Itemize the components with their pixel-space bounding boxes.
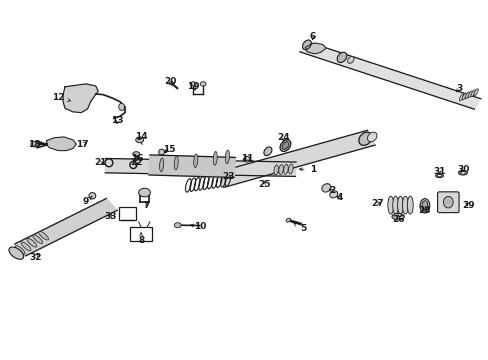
Polygon shape [105, 158, 295, 176]
Text: 11: 11 [240, 154, 253, 163]
Ellipse shape [213, 152, 217, 165]
Ellipse shape [397, 196, 403, 214]
Text: 24: 24 [277, 133, 289, 142]
Ellipse shape [461, 93, 466, 100]
Ellipse shape [89, 193, 96, 199]
Ellipse shape [159, 158, 163, 172]
Polygon shape [148, 155, 235, 177]
Ellipse shape [391, 213, 404, 220]
Text: 23: 23 [222, 172, 235, 181]
Ellipse shape [458, 94, 463, 101]
Text: 33: 33 [104, 212, 117, 221]
Ellipse shape [470, 90, 474, 96]
Circle shape [190, 82, 196, 86]
Text: 22: 22 [130, 158, 142, 167]
Ellipse shape [264, 147, 271, 156]
Text: 31: 31 [432, 167, 445, 176]
Ellipse shape [387, 196, 393, 214]
Text: 13: 13 [111, 116, 124, 125]
Ellipse shape [421, 201, 427, 211]
Ellipse shape [367, 132, 376, 142]
Ellipse shape [27, 238, 37, 247]
Ellipse shape [467, 91, 471, 98]
Circle shape [200, 82, 205, 86]
Ellipse shape [392, 196, 398, 214]
Ellipse shape [407, 196, 412, 214]
Ellipse shape [244, 156, 249, 162]
Text: 20: 20 [164, 77, 176, 86]
Text: 25: 25 [257, 180, 270, 189]
Ellipse shape [119, 103, 124, 111]
Circle shape [139, 188, 150, 197]
Text: 19: 19 [186, 82, 199, 91]
Text: 5: 5 [293, 224, 305, 233]
Ellipse shape [458, 171, 467, 175]
FancyBboxPatch shape [437, 192, 458, 213]
Polygon shape [305, 43, 326, 54]
Text: 7: 7 [143, 201, 150, 210]
Text: 17: 17 [76, 140, 89, 149]
Ellipse shape [158, 149, 164, 155]
Polygon shape [63, 84, 98, 113]
Text: 21: 21 [94, 158, 107, 167]
Text: 12: 12 [52, 93, 70, 102]
Ellipse shape [288, 164, 292, 174]
Ellipse shape [435, 174, 443, 177]
Ellipse shape [337, 52, 346, 63]
Text: 16: 16 [131, 154, 143, 163]
Ellipse shape [280, 140, 290, 152]
Ellipse shape [15, 246, 25, 254]
Ellipse shape [174, 156, 178, 170]
Ellipse shape [9, 247, 23, 259]
Circle shape [136, 137, 143, 143]
Ellipse shape [321, 184, 330, 192]
Text: 3: 3 [455, 84, 461, 93]
Ellipse shape [225, 150, 229, 163]
Ellipse shape [193, 154, 197, 167]
Ellipse shape [282, 142, 288, 149]
Text: 9: 9 [82, 197, 92, 206]
Ellipse shape [347, 57, 353, 63]
Ellipse shape [21, 242, 31, 251]
Text: 14: 14 [135, 132, 147, 141]
Text: 30: 30 [457, 165, 469, 174]
Text: 27: 27 [370, 199, 383, 208]
Text: 4: 4 [336, 193, 342, 202]
Text: 29: 29 [462, 201, 474, 210]
Ellipse shape [358, 132, 371, 145]
Ellipse shape [329, 191, 337, 198]
Polygon shape [46, 137, 76, 150]
Ellipse shape [283, 164, 287, 174]
Ellipse shape [402, 196, 407, 214]
Text: 10: 10 [190, 222, 206, 231]
Text: 1: 1 [299, 165, 315, 174]
Circle shape [133, 152, 140, 157]
Circle shape [31, 141, 39, 147]
Ellipse shape [278, 165, 283, 175]
Ellipse shape [460, 172, 465, 174]
Ellipse shape [302, 40, 311, 50]
Text: 8: 8 [138, 233, 144, 246]
Ellipse shape [39, 231, 48, 240]
Ellipse shape [419, 199, 429, 213]
Text: 6: 6 [309, 32, 315, 41]
Ellipse shape [443, 197, 452, 208]
Ellipse shape [273, 165, 278, 175]
Text: 18: 18 [27, 140, 43, 149]
Ellipse shape [285, 218, 290, 222]
Text: 2: 2 [328, 186, 335, 195]
Polygon shape [299, 41, 480, 109]
Text: 26: 26 [391, 215, 404, 224]
Circle shape [174, 223, 181, 228]
Text: 15: 15 [163, 145, 175, 154]
Polygon shape [15, 198, 117, 256]
Polygon shape [216, 130, 374, 187]
Ellipse shape [33, 235, 42, 244]
Ellipse shape [473, 89, 477, 95]
Ellipse shape [464, 92, 468, 99]
Ellipse shape [436, 175, 441, 177]
Text: 32: 32 [29, 253, 42, 262]
Ellipse shape [168, 82, 173, 85]
Text: 28: 28 [418, 206, 430, 215]
